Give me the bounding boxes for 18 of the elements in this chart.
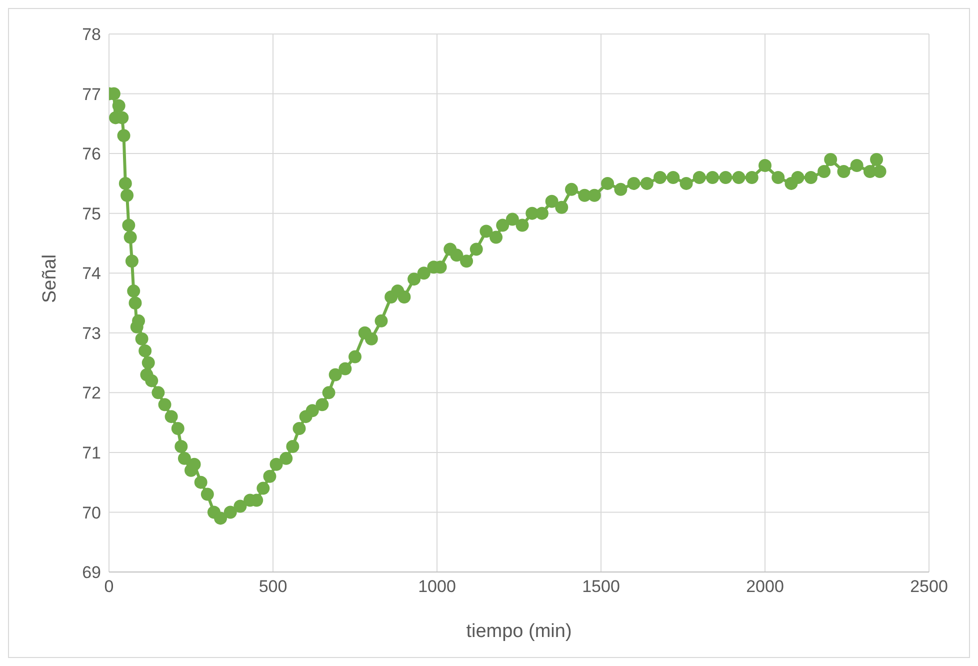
y-tick-label: 71: [82, 443, 101, 462]
x-tick-label: 0: [104, 577, 114, 596]
y-tick-label: 69: [82, 563, 101, 582]
x-tick-label: 500: [258, 577, 288, 596]
y-tick-label: 77: [82, 84, 101, 104]
x-tick-label: 2000: [746, 577, 784, 596]
y-tick-label: 70: [82, 503, 101, 522]
x-axis-title: tiempo (min): [466, 621, 572, 642]
x-tick-label: 2500: [910, 577, 948, 596]
y-tick-label: 78: [82, 25, 101, 44]
y-axis-title: Señal: [40, 254, 61, 303]
y-tick-label: 72: [82, 384, 101, 403]
y-tick-label: 75: [82, 204, 101, 224]
x-tick-label: 1000: [418, 577, 456, 596]
y-tick-label: 74: [82, 264, 101, 284]
y-tick-label: 73: [82, 324, 101, 343]
x-tick-label: 1500: [582, 577, 620, 596]
y-tick-label: 76: [82, 144, 101, 164]
